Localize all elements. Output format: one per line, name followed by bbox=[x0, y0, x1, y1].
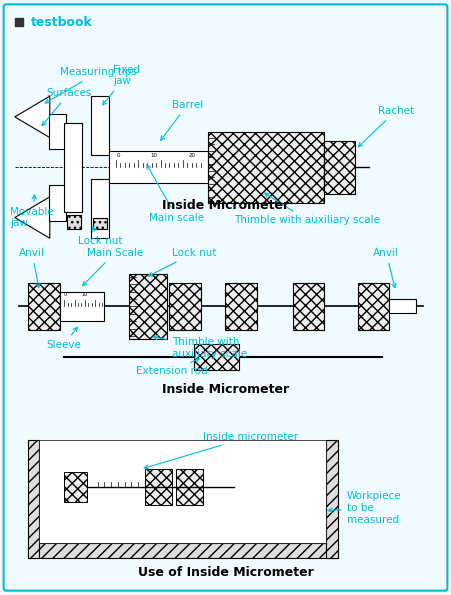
Bar bbox=[40, 440, 327, 543]
Text: Lock nut: Lock nut bbox=[148, 248, 216, 276]
Bar bbox=[91, 179, 109, 238]
Text: Workpiece
to be
measured: Workpiece to be measured bbox=[328, 491, 401, 525]
Bar bbox=[49, 185, 66, 221]
Text: Measuring tips: Measuring tips bbox=[45, 67, 137, 103]
FancyBboxPatch shape bbox=[4, 4, 447, 591]
Bar bbox=[49, 114, 66, 149]
Text: 10: 10 bbox=[81, 292, 87, 297]
Bar bbox=[327, 440, 337, 558]
Text: Inside Micrometer: Inside Micrometer bbox=[162, 383, 289, 396]
Text: Thimble with
auxiliary scale: Thimble with auxiliary scale bbox=[153, 336, 247, 359]
Polygon shape bbox=[15, 96, 50, 137]
Text: 10: 10 bbox=[150, 152, 157, 158]
Bar bbox=[64, 123, 82, 212]
Bar bbox=[389, 299, 416, 314]
Bar bbox=[170, 283, 201, 330]
Bar bbox=[60, 292, 105, 321]
Text: Inside Micrometer: Inside Micrometer bbox=[162, 199, 289, 212]
Bar bbox=[176, 469, 203, 505]
Text: Barrel: Barrel bbox=[161, 100, 203, 140]
Bar bbox=[226, 283, 257, 330]
Text: Fixed
jaw: Fixed jaw bbox=[102, 65, 140, 105]
Text: Rachet: Rachet bbox=[359, 106, 414, 147]
Text: Movable
jaw: Movable jaw bbox=[10, 195, 54, 228]
Text: Main scale: Main scale bbox=[147, 165, 204, 223]
Bar bbox=[28, 283, 60, 330]
Text: Inside micrometer: Inside micrometer bbox=[144, 431, 298, 469]
Bar bbox=[324, 140, 355, 194]
Text: Main Scale: Main Scale bbox=[83, 248, 143, 286]
Bar bbox=[28, 440, 40, 558]
Text: 0: 0 bbox=[64, 292, 67, 297]
Text: Lock nut: Lock nut bbox=[78, 227, 122, 246]
Text: Sleeve: Sleeve bbox=[46, 327, 81, 350]
Text: testbook: testbook bbox=[31, 15, 92, 29]
Bar bbox=[194, 344, 239, 369]
Bar bbox=[64, 472, 87, 502]
Bar bbox=[358, 283, 389, 330]
Bar bbox=[109, 151, 207, 183]
Bar bbox=[93, 218, 107, 230]
Text: 20: 20 bbox=[189, 152, 195, 158]
Bar bbox=[129, 274, 167, 339]
Text: Anvil: Anvil bbox=[373, 248, 399, 287]
Text: Anvil: Anvil bbox=[19, 248, 45, 287]
Bar bbox=[207, 131, 324, 203]
Bar bbox=[293, 283, 324, 330]
Text: Extension rod: Extension rod bbox=[136, 358, 207, 377]
Bar bbox=[138, 277, 156, 292]
Bar bbox=[28, 543, 337, 558]
Polygon shape bbox=[15, 197, 50, 238]
Bar bbox=[67, 215, 81, 230]
Text: 0: 0 bbox=[116, 152, 120, 158]
Text: Thimble with auxiliary scale: Thimble with auxiliary scale bbox=[235, 193, 381, 226]
Text: Surfaces: Surfaces bbox=[42, 88, 92, 126]
Bar bbox=[91, 96, 109, 155]
Text: Use of Inside Micrometer: Use of Inside Micrometer bbox=[138, 566, 313, 580]
Bar bbox=[145, 469, 172, 505]
